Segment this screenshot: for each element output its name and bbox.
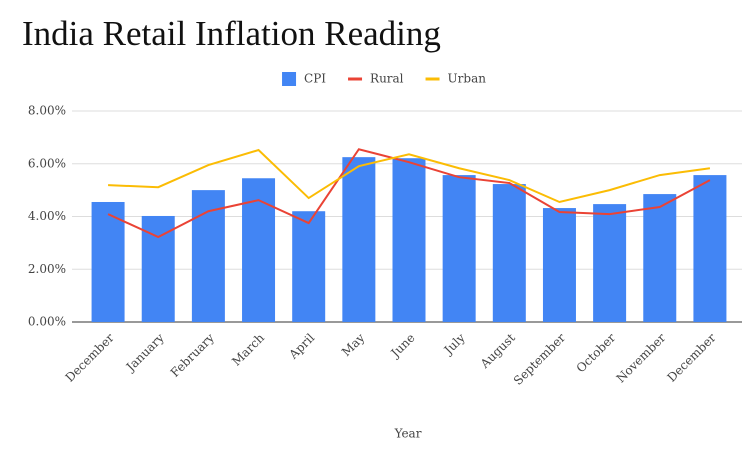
line [108,148,711,204]
chart-title: India Retail Inflation Reading [22,14,441,53]
x-axis-label: Year [394,427,422,441]
y-tick-label: 4.00% [28,209,66,223]
legend-label: Urban [448,72,487,86]
bar [593,204,627,322]
bar [442,175,476,322]
y-tick-label: 2.00% [28,262,66,276]
y-tick-label: 6.00% [28,156,66,170]
bar [693,175,727,322]
x-tick-label: December [63,331,117,385]
bar [141,215,175,322]
line [107,148,711,239]
bar [643,194,677,322]
x-tick-label: November [614,331,669,386]
x-tick-label: April [286,331,318,363]
bar [292,211,326,322]
y-tick-label: 8.00% [28,104,66,118]
x-tick-label: June [387,331,418,362]
x-tick-label: September [511,331,568,388]
bar [191,190,225,322]
x-tick-label: March [229,331,267,369]
x-tick-label: October [574,331,619,376]
y-tick-label: 0.00% [28,315,66,329]
x-tick-label: January [122,331,167,376]
bar [342,157,376,322]
x-tick-label: July [440,331,468,359]
bar [542,208,576,322]
bar [392,158,426,322]
bar [492,184,526,322]
legend-swatch [282,72,297,86]
x-tick-label: February [168,331,217,380]
x-tick-label: December [664,331,718,385]
legend-label: Rural [370,72,404,86]
x-tick-label: August [477,331,518,372]
bar [91,201,125,322]
x-tick-label: May [339,331,368,360]
legend-label: CPI [304,72,326,86]
